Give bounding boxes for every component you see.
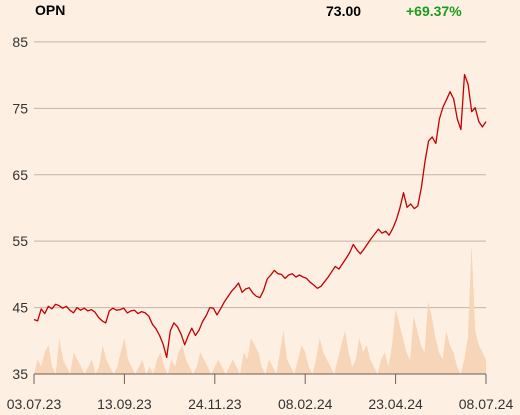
x-tick-label: 03.07.23 [7,396,62,412]
price-line [33,73,487,359]
x-tick-label: 24.11.23 [188,396,242,412]
x-tick-label: 23.04.24 [368,396,423,412]
quote-header: OPN 73.00 +69.37% [0,0,520,22]
y-tick-label: 45 [12,300,28,316]
last-price: 73.00 [326,3,362,19]
x-tick-label: 13.09.23 [97,396,152,412]
y-tick-label: 35 [12,366,28,382]
y-tick-label: 75 [12,100,28,116]
percent-change: +69.37% [406,3,462,19]
x-tick-label: 08.07.24 [459,396,514,412]
ticker-symbol: OPN [35,2,66,18]
volume-fill [34,244,486,374]
y-tick-label: 65 [12,167,28,183]
y-tick-label: 85 [12,34,28,50]
grid [34,41,486,375]
price-series [33,73,487,359]
x-tick-label: 08.02.24 [278,396,333,412]
axes: 35 45 55 65 75 85 03.07.23 13.09.23 24.11.23 08.0… [7,34,514,412]
volume-area [34,244,486,374]
y-tick-label: 55 [12,233,28,249]
